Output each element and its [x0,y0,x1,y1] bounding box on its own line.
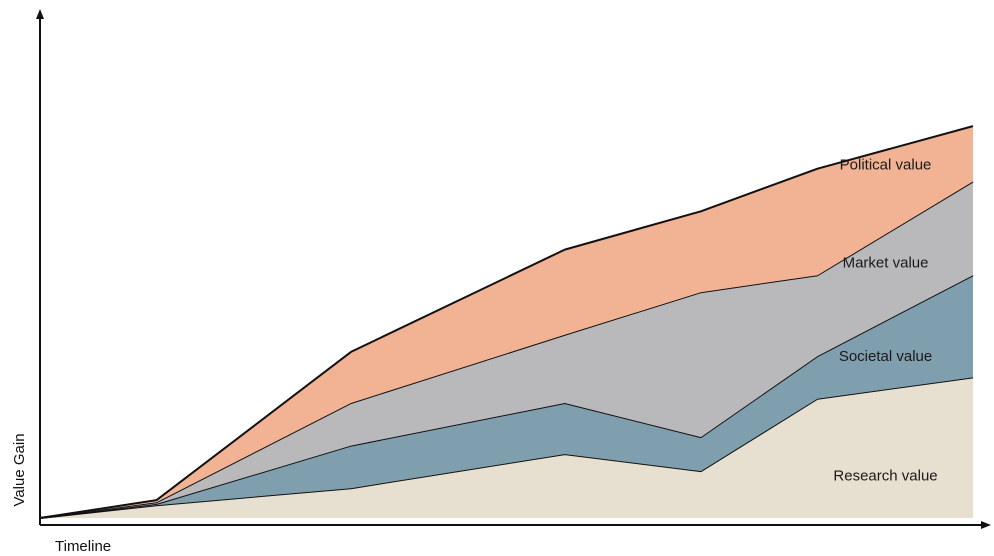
political-value-area [40,126,973,518]
political-value-boundary-line [39,125,974,519]
research-value-label: Research value [833,467,937,484]
societal-value-area [40,275,973,518]
research-value-area [40,377,973,518]
market-value-label: Market value [843,254,929,271]
areas-layer [39,125,974,519]
x-axis-title: Timeline [55,538,111,555]
market-value-area [40,181,973,518]
societal-value-label: Societal value [839,348,932,365]
political-value-label: Political value [840,156,932,173]
y-axis-title: Value Gain [11,433,28,506]
series-labels: Research value Societal value Market value… [833,156,937,484]
